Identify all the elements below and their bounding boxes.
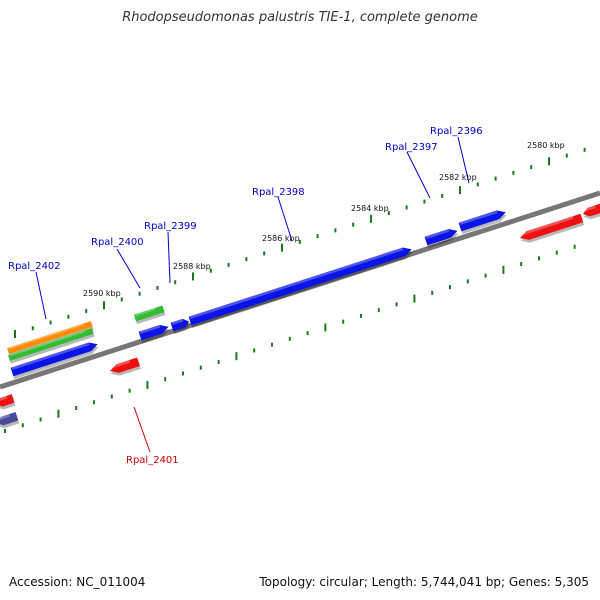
leader-rpal-2398 xyxy=(277,196,293,242)
gene-rpal-2397-arrow[interactable] xyxy=(424,227,460,249)
genome-summary-text: Topology: circular; Length: 5,744,041 bp… xyxy=(259,575,589,589)
gene-label-rpal-2396[interactable]: Rpal_2396 xyxy=(430,126,483,137)
gene-rpal-2400-arrow[interactable] xyxy=(138,322,171,344)
gene-left-purple[interactable] xyxy=(0,411,20,430)
ruler-label-2580: 2580 kbp xyxy=(527,141,565,150)
leader-rpal-2402 xyxy=(35,271,47,320)
ruler-label-2588: 2588 kbp xyxy=(173,262,211,271)
leader-rpal-2396 xyxy=(457,136,470,184)
gene-label-rpal-2399[interactable]: Rpal_2399 xyxy=(144,221,197,232)
leader-rpal-2397 xyxy=(406,151,431,199)
gene-rpal-2402-arrow[interactable] xyxy=(10,340,100,380)
leader-rpal-2400 xyxy=(116,248,141,289)
leader-rpal-2401 xyxy=(133,406,151,453)
gene-left-red[interactable] xyxy=(0,394,16,411)
gene-right-red-1[interactable] xyxy=(519,213,585,245)
gene-label-rpal-2397[interactable]: Rpal_2397 xyxy=(385,142,438,153)
gene-label-rpal-2398[interactable]: Rpal_2398 xyxy=(252,187,305,198)
gene-rpal-2399-arrow[interactable] xyxy=(170,317,192,335)
gene-label-rpal-2400[interactable]: Rpal_2400 xyxy=(91,237,144,248)
ruler-label-2586: 2586 kbp xyxy=(262,234,300,243)
gene-features xyxy=(0,203,600,430)
gene-rpal-2396-arrow[interactable] xyxy=(458,208,508,235)
gene-rpal-2402-green[interactable] xyxy=(8,328,95,364)
gene-rpal-2400-rna[interactable] xyxy=(133,305,166,325)
ruler-label-2590: 2590 kbp xyxy=(83,289,121,298)
gene-rpal-2401-arrow[interactable] xyxy=(109,357,141,378)
gene-rpal-2398-arrow[interactable] xyxy=(188,245,414,329)
gene-label-rpal-2402[interactable]: Rpal_2402 xyxy=(8,261,61,272)
ruler-label-2582: 2582 kbp xyxy=(439,173,477,182)
gene-right-red-2[interactable] xyxy=(582,203,600,222)
accession-text: Accession: NC_011004 xyxy=(9,575,146,589)
leader-rpal-2399 xyxy=(167,231,171,284)
gene-label-rpal-2401[interactable]: Rpal_2401 xyxy=(126,455,179,466)
ruler-label-2584: 2584 kbp xyxy=(351,204,389,213)
ruler-ticks xyxy=(4,147,586,433)
gene-label-leaders xyxy=(35,136,470,453)
genome-title: Rhodopseudomonas palustris TIE-1, comple… xyxy=(122,10,478,25)
